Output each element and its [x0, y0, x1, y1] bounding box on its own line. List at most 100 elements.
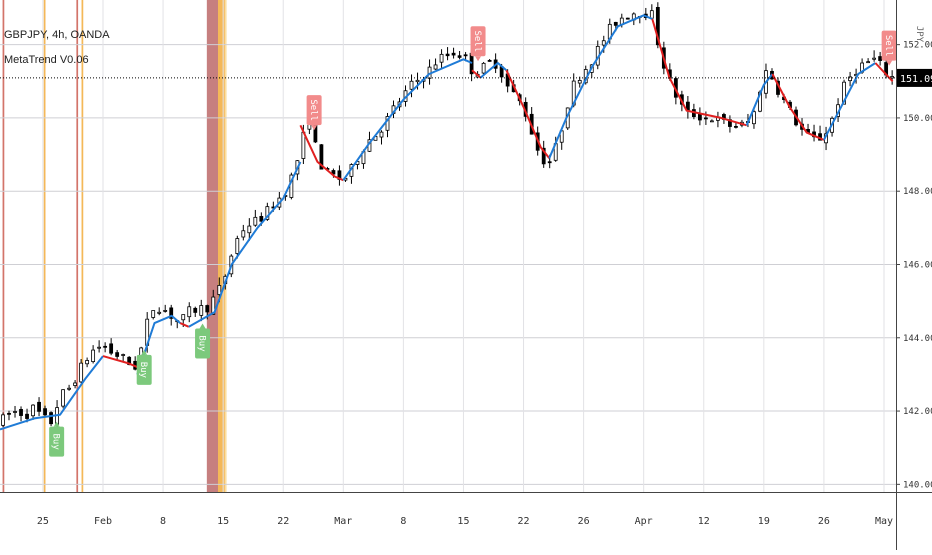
- x-tick-label: 26: [578, 516, 590, 527]
- candle-body: [487, 60, 492, 62]
- x-tick-label: 15: [217, 516, 229, 527]
- x-tick-label: Mar: [334, 516, 352, 527]
- candle-body: [37, 401, 41, 412]
- x-tick-label: 8: [160, 516, 166, 527]
- uptrend-segment: [188, 161, 302, 328]
- candle-body: [253, 216, 258, 226]
- candle-body: [247, 225, 252, 234]
- signal-pointer: [886, 60, 893, 66]
- candle-body: [655, 7, 660, 46]
- candle-body: [7, 412, 11, 415]
- candle-body: [842, 81, 846, 105]
- signal-band: [206, 0, 218, 492]
- downtrend-segment: [102, 355, 138, 369]
- y-tick-label: 144.000: [903, 334, 932, 344]
- y-tick-label: 146.000: [903, 260, 932, 270]
- x-tick-label: 22: [518, 516, 530, 527]
- candle-body: [259, 215, 264, 222]
- sell-signal: Sell: [306, 95, 322, 131]
- candle-body: [97, 346, 102, 349]
- uptrend-segment: [548, 14, 653, 159]
- uptrend-segment: [823, 62, 876, 141]
- current-price-tag: [897, 68, 932, 87]
- indicator-title: MetaTrend V0.06: [4, 54, 89, 66]
- candle-body: [319, 144, 324, 170]
- candle-body: [157, 311, 162, 314]
- candle-body: [211, 296, 216, 315]
- signal-box: [470, 26, 486, 57]
- signal-label: Sell: [308, 99, 318, 121]
- candle-body: [433, 64, 438, 70]
- candle-body: [541, 147, 546, 165]
- candle-body: [79, 362, 84, 383]
- candle-body: [872, 57, 877, 60]
- x-tick-label: Apr: [635, 516, 653, 527]
- signal-label: Buy: [51, 434, 61, 451]
- candle-body: [481, 62, 486, 74]
- candle-body: [67, 387, 71, 390]
- candle-body: [704, 117, 708, 120]
- buy-signal: Buy: [136, 349, 152, 385]
- candle-body: [734, 125, 738, 128]
- signal-pointer: [311, 125, 318, 131]
- candle-body: [890, 76, 895, 79]
- candle-body: [91, 349, 96, 362]
- candle-body: [199, 305, 204, 316]
- candle-body: [265, 206, 270, 220]
- downtrend-segment: [179, 322, 190, 328]
- candle-body: [187, 306, 192, 318]
- candle-body: [409, 80, 414, 90]
- signal-band: [224, 0, 227, 492]
- candle-body: [181, 314, 186, 321]
- candle-body: [205, 305, 210, 313]
- x-tick-label: Feb: [94, 516, 112, 527]
- candle-body: [13, 411, 17, 413]
- signal-box: [195, 328, 211, 359]
- candle-body: [577, 80, 582, 84]
- downtrend-segment: [299, 124, 344, 182]
- candle-body: [415, 79, 420, 83]
- candle-body: [19, 409, 23, 416]
- downtrend-segment: [505, 69, 551, 159]
- buy-signal: Buy: [49, 421, 65, 457]
- candle-body: [163, 310, 168, 312]
- sell-signal: Sell: [470, 26, 486, 62]
- signal-pointer: [199, 323, 206, 329]
- signal-band: [43, 0, 46, 492]
- candle-body: [439, 53, 444, 63]
- signal-band: [217, 0, 225, 492]
- signal-band: [76, 0, 79, 492]
- candle-body: [625, 17, 630, 20]
- candle-body: [115, 352, 120, 357]
- x-tick-label: 8: [400, 516, 406, 527]
- candle-body: [547, 161, 552, 164]
- signal-box: [881, 30, 897, 61]
- uptrend-segment: [342, 58, 473, 181]
- candle-body: [43, 408, 47, 416]
- candle-body: [878, 56, 883, 61]
- sell-signal: Sell: [881, 30, 897, 66]
- candle-body: [710, 120, 714, 123]
- candle-body: [848, 76, 852, 82]
- candle-body: [463, 54, 468, 57]
- signal-pointer: [141, 349, 148, 355]
- signal-label: Sell: [472, 30, 482, 52]
- downtrend-segment: [471, 69, 482, 79]
- uptrend-segment: [0, 355, 104, 431]
- x-tick-label: 26: [818, 516, 830, 527]
- signal-label: Sell: [883, 35, 893, 57]
- signal-pointer: [475, 56, 482, 62]
- buy-signal: Buy: [195, 323, 211, 359]
- uptrend-segment: [136, 314, 181, 375]
- x-tick-label: 12: [698, 516, 710, 527]
- candle-body: [193, 307, 198, 313]
- candle-body: [73, 382, 77, 386]
- candle-body: [109, 343, 114, 354]
- candle-body: [169, 307, 174, 319]
- y-tick-label: 150.000: [903, 114, 932, 124]
- candle-body: [379, 131, 384, 138]
- uptrend-segment: [745, 73, 774, 126]
